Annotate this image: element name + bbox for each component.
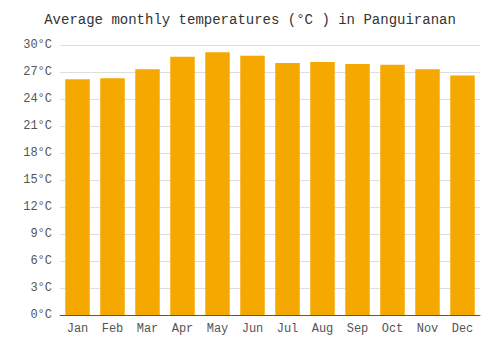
svg-text:27°C: 27°C <box>23 65 52 79</box>
svg-text:15°C: 15°C <box>23 173 52 187</box>
svg-text:Aug: Aug <box>312 322 334 336</box>
svg-text:12°C: 12°C <box>23 200 52 214</box>
svg-text:3°C: 3°C <box>30 281 52 295</box>
svg-text:Average monthly temperatures (: Average monthly temperatures (°C ) in Pa… <box>44 12 456 28</box>
svg-text:Jun: Jun <box>242 322 264 336</box>
svg-text:6°C: 6°C <box>30 254 52 268</box>
svg-text:9°C: 9°C <box>30 227 52 241</box>
svg-text:21°C: 21°C <box>23 119 52 133</box>
svg-text:May: May <box>207 322 229 336</box>
svg-text:24°C: 24°C <box>23 92 52 106</box>
svg-text:Jul: Jul <box>277 322 299 336</box>
svg-text:Dec: Dec <box>452 322 474 336</box>
svg-text:Jan: Jan <box>67 322 89 336</box>
svg-text:Apr: Apr <box>172 322 194 336</box>
svg-text:18°C: 18°C <box>23 146 52 160</box>
svg-text:Feb: Feb <box>102 322 124 336</box>
svg-text:30°C: 30°C <box>23 38 52 52</box>
svg-text:Nov: Nov <box>417 322 439 336</box>
svg-text:Sep: Sep <box>347 322 369 336</box>
svg-text:Oct: Oct <box>382 322 404 336</box>
svg-text:Mar: Mar <box>137 322 159 336</box>
svg-text:0°C: 0°C <box>30 308 52 322</box>
